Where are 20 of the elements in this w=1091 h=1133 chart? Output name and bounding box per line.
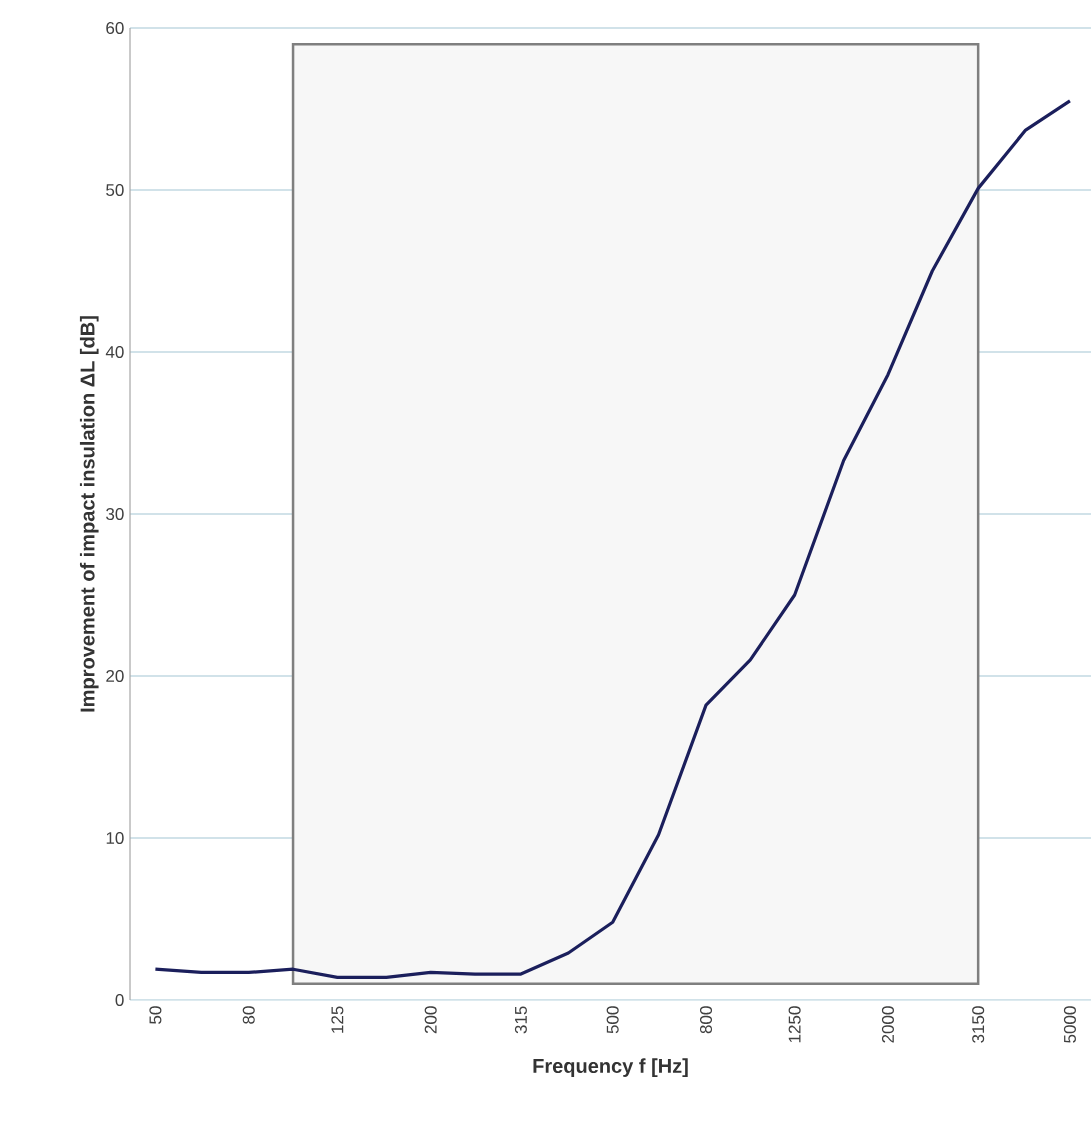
y-tick-label: 40: [105, 345, 124, 359]
x-tick-label: 500: [606, 1006, 619, 1034]
x-tick-label: 3150: [972, 1006, 985, 1043]
x-axis-title: Frequency f [Hz]: [533, 1058, 688, 1077]
x-tick-label: 800: [699, 1006, 713, 1034]
x-tick-label: 50: [149, 1006, 162, 1024]
x-tick-label: 2000: [881, 1006, 894, 1043]
x-tick-label: 1250: [788, 1006, 801, 1043]
y-tick-label: 0: [115, 993, 124, 1007]
y-tick-label: 50: [106, 183, 124, 197]
x-tick-label: 5000: [1063, 1006, 1076, 1043]
x-tick-label: 80: [242, 1006, 255, 1024]
x-tick-label: 125: [331, 1006, 344, 1033]
y-tick-label: 20: [106, 669, 124, 683]
y-tick-label: 60: [106, 21, 124, 35]
y-tick-label: 10: [106, 831, 124, 845]
y-tick-label: 30: [106, 507, 124, 521]
x-tick-label: 315: [514, 1006, 527, 1034]
y-axis-title: Improvement of impact insulation ΔL [dB]: [79, 316, 99, 712]
x-tick-label: 200: [424, 1006, 437, 1034]
